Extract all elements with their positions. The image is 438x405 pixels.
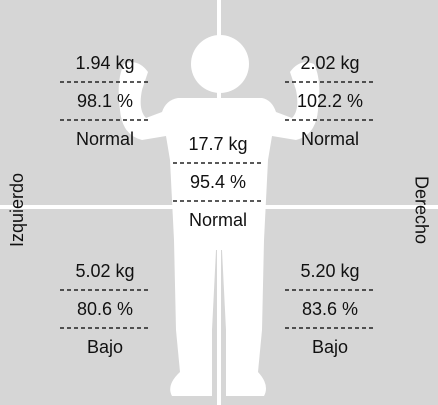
side-label: Derecho <box>411 176 431 244</box>
segment-mass: 2.02 kg <box>300 53 359 73</box>
segment-status: Normal <box>301 129 359 149</box>
segment-percent: 80.6 % <box>77 299 133 319</box>
segment-status: Bajo <box>312 337 348 357</box>
segment-percent: 102.2 % <box>297 91 363 111</box>
segment-status: Normal <box>76 129 134 149</box>
segment-mass: 1.94 kg <box>75 53 134 73</box>
segment-mass: 5.02 kg <box>75 261 134 281</box>
segment-percent: 83.6 % <box>302 299 358 319</box>
segment-diagram: Izquierdo Derecho 1.94 kg 98.1 % Normal 2.0… <box>0 0 438 405</box>
segment-mass: 17.7 kg <box>188 134 247 154</box>
segment-percent: 98.1 % <box>77 91 133 111</box>
segment-status: Normal <box>189 210 247 230</box>
segment-mass: 5.20 kg <box>300 261 359 281</box>
side-label: Izquierdo <box>7 173 27 247</box>
segment-percent: 95.4 % <box>190 172 246 192</box>
segment-status: Bajo <box>87 337 123 357</box>
